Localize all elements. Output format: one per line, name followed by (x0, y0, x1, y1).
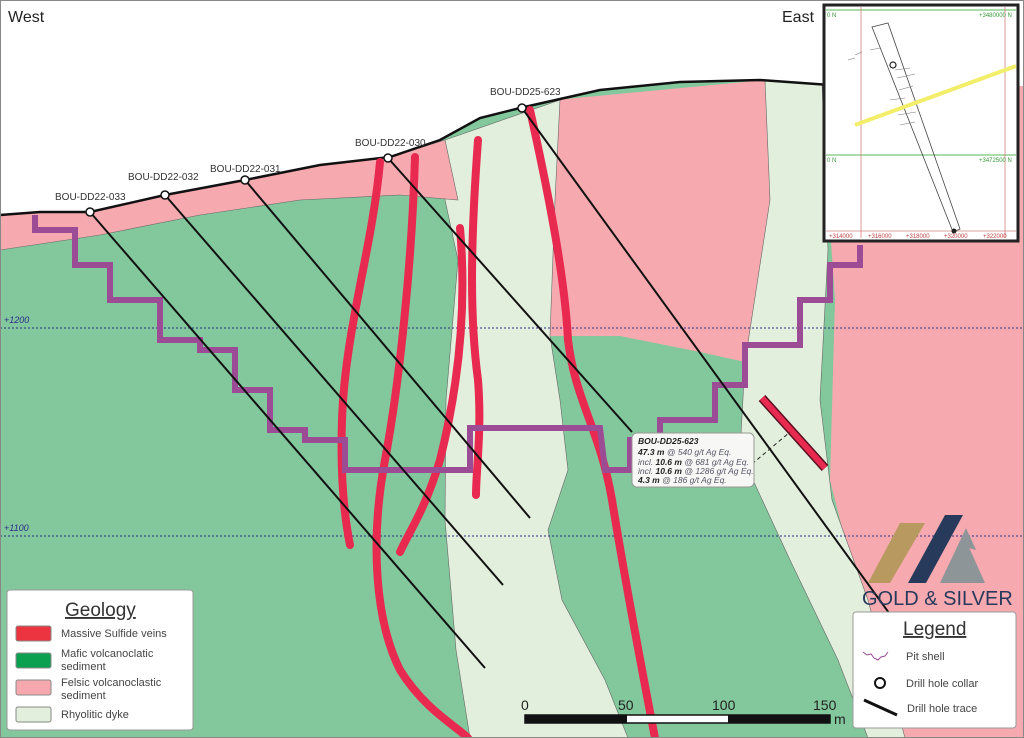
geology-legend-title: Geology (65, 600, 136, 621)
symbol-legend: Legend Pit shell Drill hole collar Drill… (852, 611, 1017, 729)
section-line (854, 64, 1017, 127)
easting-label: +314000 (829, 234, 853, 240)
collar-icon[interactable] (383, 153, 393, 163)
vein (468, 136, 484, 499)
vein (372, 153, 472, 738)
swatch-sulfide (15, 625, 52, 642)
callout-line: incl. 10.6 m @ 681 g/t Ag Eq. (638, 457, 749, 467)
inset-map: 0 N +3480000 N 0 N +3472500 N +314000 +3… (822, 3, 1020, 243)
swatch-dyke (15, 706, 52, 723)
leader-line (751, 431, 791, 465)
logo-text: GOLD & SILVER (862, 588, 1013, 610)
legend-label: sediment (61, 661, 106, 673)
elevation-label: +1100 (4, 523, 29, 533)
sky (0, 0, 1024, 215)
drill-trace-623[interactable] (521, 107, 946, 691)
legend-title: Legend (903, 619, 966, 640)
intercept-segment[interactable] (759, 395, 828, 471)
west-label: West (8, 9, 45, 26)
drill-hole-label: BOU-DD22-033 (55, 192, 126, 203)
legend-label: Massive Sulfide veins (61, 628, 167, 640)
intercept-callout: BOU-DD25-623 47.3 m @ 540 g/t Ag Eq. inc… (631, 432, 755, 488)
pit-shell-icon (862, 651, 889, 661)
drill-trace-030[interactable] (387, 157, 633, 433)
collar-circle-icon (874, 677, 886, 689)
callout-hole: BOU-DD25-623 (638, 436, 699, 446)
felsic-unit-central (550, 80, 770, 362)
collar-icon (889, 61, 897, 69)
legend-label: Pit shell (906, 651, 945, 663)
legend-label: Felsic volcanoclastic (61, 677, 162, 689)
legend-label: Rhyolitic dyke (61, 709, 129, 721)
svg-text:0 N: 0 N (827, 13, 836, 19)
scale-tick: 0 (521, 697, 529, 713)
swatch-felsic (15, 679, 52, 696)
callout-line: 4.3 m @ 186 g/t Ag Eq. (637, 475, 727, 485)
section-corridor (871, 22, 961, 233)
easting-label: +318000 (906, 234, 930, 240)
elevation-label: +1200 (4, 315, 29, 325)
scale-unit: m (834, 711, 846, 727)
vein (337, 158, 384, 549)
trace-line-icon (863, 698, 898, 717)
callout-line: incl. 10.6 m @ 1286 g/t Ag Eq. (638, 466, 754, 476)
vein (526, 106, 659, 738)
easting-label: +316000 (868, 234, 892, 240)
legend-label: Drill hole collar (906, 678, 978, 690)
legend-label: sediment (61, 690, 106, 702)
collars (85, 103, 527, 217)
northing-label: +3480000 N (979, 13, 1012, 19)
drill-trace-032[interactable] (164, 194, 504, 586)
scale-tick: 150 (813, 697, 837, 713)
company-logo: GOLD & SILVER (862, 515, 1013, 610)
collar-icon[interactable] (85, 207, 95, 217)
drill-traces (89, 107, 946, 691)
drill-hole-label: BOU-DD25-623 (490, 87, 561, 98)
geology-legend: Geology Massive Sulfide veins Mafic volc… (6, 589, 194, 731)
legend-label: Mafic volcanoclatic (61, 648, 154, 660)
pit-shell (32, 215, 863, 473)
east-label: East (782, 9, 815, 26)
callout-line: 47.3 m @ 540 g/t Ag Eq. (637, 447, 731, 457)
scale-tick: 100 (712, 697, 736, 713)
easting-label: +320000 (944, 234, 968, 240)
drill-hole-label: BOU-DD22-030 (355, 138, 426, 149)
massive-sulfide-veins (337, 106, 659, 738)
collar-icon[interactable] (517, 103, 527, 113)
drill-hole-label: BOU-DD22-031 (210, 164, 281, 175)
drill-trace-031[interactable] (244, 179, 531, 519)
scale-bar: 0 50 100 150 m (521, 697, 846, 727)
legend-label: Drill hole trace (907, 703, 977, 715)
svg-text:0 N: 0 N (827, 158, 836, 164)
collar-icon[interactable] (160, 190, 170, 200)
topography-line (0, 78, 831, 217)
vein (396, 224, 467, 556)
drill-trace-033[interactable] (89, 211, 486, 669)
easting-label: +322000 (983, 234, 1007, 240)
scale-tick: 50 (618, 697, 634, 713)
rhyolitic-dyke-a (444, 99, 629, 738)
swatch-mafic (15, 652, 52, 669)
collar-icon[interactable] (240, 175, 250, 185)
northing-label: +3472500 N (979, 158, 1012, 164)
drill-hole-label: BOU-DD22-032 (128, 172, 199, 183)
